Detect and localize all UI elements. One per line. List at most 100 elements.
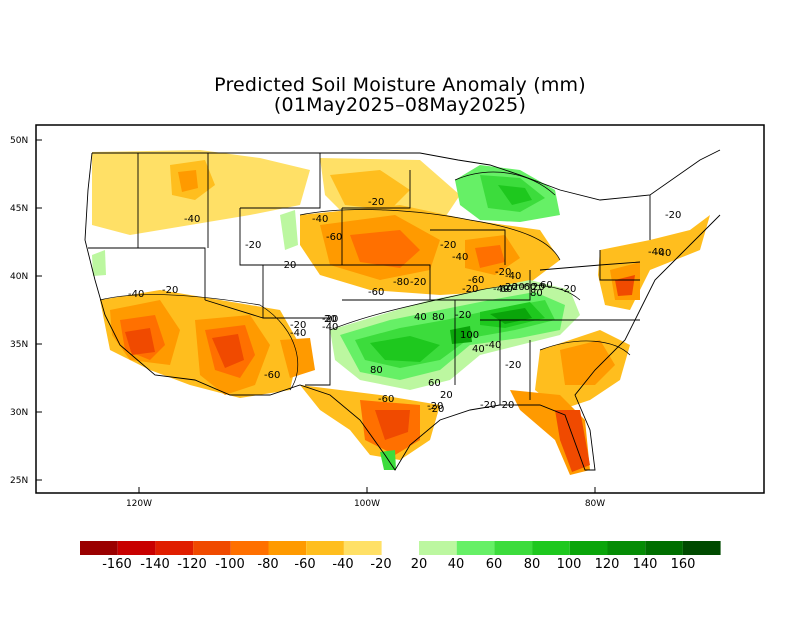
legend-swatch-wet bbox=[494, 541, 533, 555]
contour-label: 60 bbox=[428, 378, 441, 389]
contour-label: -60 bbox=[468, 275, 484, 286]
contour-label: -40 bbox=[648, 247, 664, 258]
legend-swatch-wet bbox=[532, 541, 570, 555]
contour-label: -60 bbox=[368, 287, 384, 298]
contour-label: 20 bbox=[324, 314, 337, 325]
lat-label: 35N bbox=[10, 340, 28, 350]
legend-label: -20 bbox=[370, 557, 392, 572]
lat-labels: 50N 45N 40N 35N 30N 25N bbox=[10, 136, 28, 486]
legend-swatch-dry bbox=[155, 541, 194, 555]
contour-label: -40 bbox=[655, 248, 671, 259]
legend-label: 140 bbox=[632, 557, 658, 572]
lat-label: 40N bbox=[10, 272, 28, 282]
contour-label: -40 bbox=[128, 289, 144, 300]
legend-label: -80 bbox=[257, 557, 279, 572]
contour-label: -40 bbox=[485, 340, 501, 351]
contour-label: -20 bbox=[245, 240, 261, 251]
contour-label: 40 bbox=[472, 344, 485, 355]
contour-label: -60 bbox=[326, 232, 342, 243]
contour-label: -80 bbox=[393, 277, 409, 288]
legend-label: -100 bbox=[215, 557, 245, 572]
contour-label: -20 bbox=[410, 277, 426, 288]
contour-label: -20 bbox=[280, 260, 296, 271]
contour-label: -20 bbox=[505, 360, 521, 371]
contour-lines bbox=[99, 171, 631, 391]
legend-swatch-dry bbox=[80, 541, 118, 555]
legend-swatch-dry bbox=[193, 541, 231, 555]
contour-label: -20 bbox=[427, 401, 443, 412]
contour-label: -20 bbox=[322, 314, 338, 325]
lon-label: 100W bbox=[354, 499, 380, 509]
contour-label: -40 bbox=[322, 322, 338, 333]
legend-label: 80 bbox=[523, 557, 541, 572]
contour-label: -20 bbox=[498, 400, 514, 411]
legend-label: 160 bbox=[670, 557, 696, 572]
legend-colorbar bbox=[80, 541, 721, 555]
contour-label: 20 bbox=[512, 282, 525, 293]
legend-label: 20 bbox=[410, 557, 428, 572]
contour-label: -20 bbox=[162, 285, 178, 296]
contour-label: -20 bbox=[455, 310, 471, 321]
contour-label: -60 bbox=[264, 370, 280, 381]
lon-label: 120W bbox=[126, 499, 152, 509]
legend-swatch-wet bbox=[682, 541, 721, 555]
legend-swatch-dry bbox=[343, 541, 382, 555]
legend-label: -160 bbox=[102, 557, 132, 572]
contour-label: 20 bbox=[532, 282, 545, 293]
legend-label: 40 bbox=[447, 557, 465, 572]
boundaries bbox=[84, 149, 721, 471]
legend-label: -120 bbox=[177, 557, 207, 572]
legend-swatch-dry bbox=[268, 541, 307, 555]
chart-title: Predicted Soil Moisture Anomaly (mm) bbox=[214, 74, 586, 96]
legend-label: -140 bbox=[140, 557, 170, 572]
legend-swatch-wet bbox=[645, 541, 683, 555]
contour-label: -20 bbox=[440, 240, 456, 251]
contour-label: -40 bbox=[493, 284, 509, 295]
plot-frame bbox=[35, 124, 765, 494]
contour-label: 40 bbox=[414, 312, 427, 323]
contour-label: 20 bbox=[505, 282, 518, 293]
chart-subtitle: (01May2025–08May2025) bbox=[273, 94, 527, 116]
legend-swatch-wet bbox=[569, 541, 608, 555]
axis-ticks bbox=[36, 139, 596, 493]
contour-label: -20 bbox=[368, 197, 384, 208]
legend-swatch-dry bbox=[230, 541, 269, 555]
lat-label: 30N bbox=[10, 408, 28, 418]
legend-swatch-dry bbox=[306, 541, 344, 555]
lon-labels: 120W 100W 80W bbox=[126, 499, 605, 509]
contour-label: -20 bbox=[428, 404, 444, 415]
legend-label: -60 bbox=[294, 557, 316, 572]
contour-label: -20 bbox=[665, 210, 681, 221]
anomaly-shading bbox=[92, 150, 710, 475]
lat-label: 50N bbox=[10, 136, 28, 146]
legend-label: 100 bbox=[556, 557, 582, 572]
lon-label: 80W bbox=[585, 499, 605, 509]
contour-label: -20 bbox=[495, 267, 511, 278]
contour-label: 80 bbox=[432, 312, 445, 323]
lat-label: 45N bbox=[10, 204, 28, 214]
legend-swatch-wet bbox=[456, 541, 495, 555]
contour-label: -20 bbox=[560, 284, 576, 295]
legend-label: 60 bbox=[485, 557, 503, 572]
contour-label: -20 bbox=[480, 400, 496, 411]
contour-label: 20 bbox=[440, 390, 453, 401]
contour-label: -20 bbox=[462, 284, 478, 295]
contour-label: 100 bbox=[460, 330, 479, 341]
contour-label: 80 bbox=[530, 288, 543, 299]
contour-label: -20 bbox=[290, 320, 306, 331]
contour-label: -40 bbox=[184, 214, 200, 225]
contour-label: 60 bbox=[540, 280, 553, 291]
contour-label: 80 bbox=[370, 365, 383, 376]
legend-swatch-dry bbox=[117, 541, 156, 555]
lat-label: 25N bbox=[10, 476, 28, 486]
contour-label: -60 bbox=[520, 282, 536, 293]
contour-label: -40 bbox=[312, 214, 328, 225]
legend-label: 120 bbox=[594, 557, 620, 572]
contour-label: 60 bbox=[500, 284, 513, 295]
contour-labels: -40 -20 -40 -20 -60 -20 -20 -40 -60 -80 … bbox=[128, 197, 681, 415]
legend-label: -40 bbox=[332, 557, 354, 572]
legend-swatch-wet bbox=[607, 541, 646, 555]
contour-label: -40 bbox=[452, 252, 468, 263]
contour-label: -40 bbox=[505, 271, 521, 282]
